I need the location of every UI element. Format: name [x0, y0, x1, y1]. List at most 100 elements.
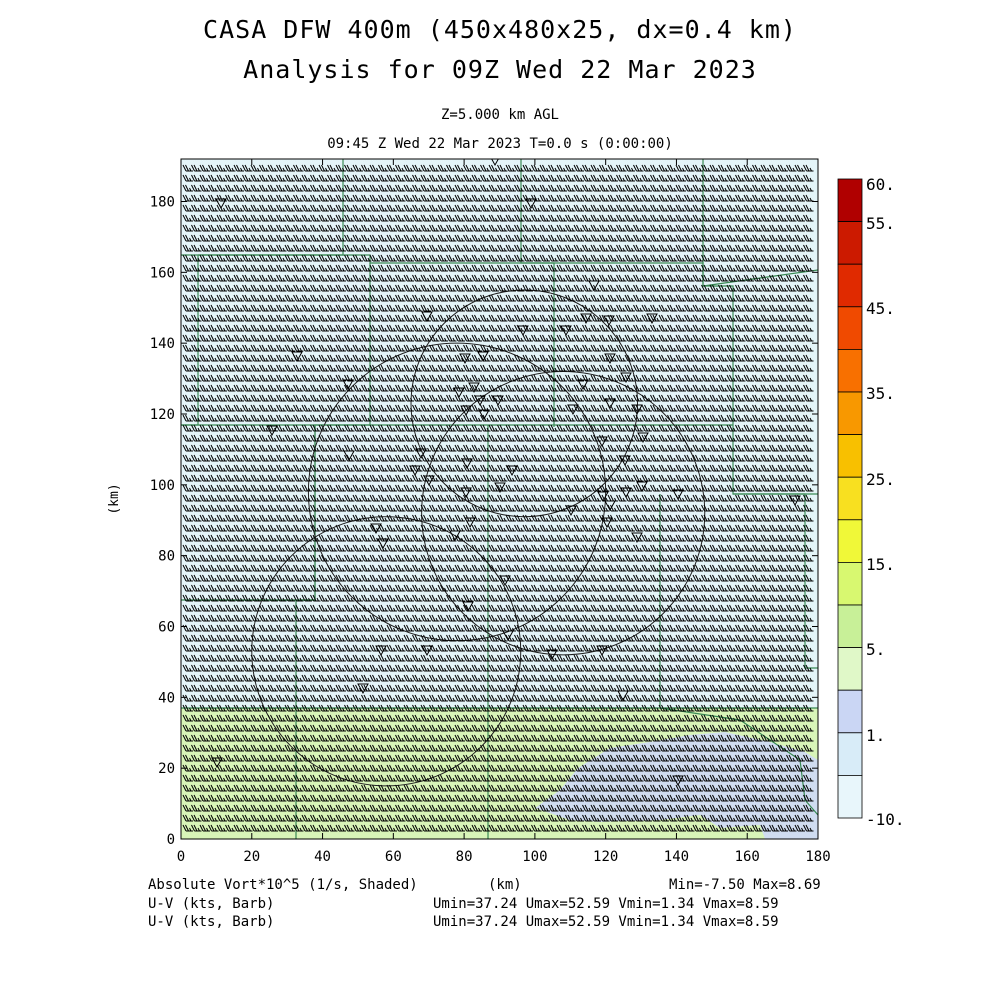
wind-barb: [684, 454, 695, 462]
wind-barb: [488, 514, 499, 522]
wind-barb: [548, 654, 559, 662]
wind-barb: [769, 804, 780, 812]
wind-barb: [692, 204, 703, 212]
wind-barb: [582, 174, 593, 182]
wind-barb: [531, 814, 542, 822]
wind-barb: [429, 724, 440, 732]
wind-barb: [233, 504, 244, 512]
wind-barb: [735, 314, 746, 322]
wind-barb: [777, 754, 788, 762]
wind-barb: [743, 804, 754, 812]
wind-barb: [752, 474, 763, 482]
wind-barb: [293, 374, 304, 382]
wind-barb: [760, 214, 771, 222]
wind-barb: [480, 344, 491, 352]
wind-barb: [522, 644, 533, 652]
wind-barb: [242, 554, 253, 562]
wind-barb: [216, 384, 227, 392]
wind-barb: [650, 234, 661, 242]
wind-barb: [250, 634, 261, 642]
wind-barb: [335, 784, 346, 792]
wind-barb: [488, 714, 499, 722]
wind-barb: [395, 674, 406, 682]
wind-barb: [616, 594, 627, 602]
wind-barb: [633, 674, 644, 682]
wind-barb: [803, 614, 814, 622]
wind-barb: [437, 544, 448, 552]
wind-barb: [709, 524, 720, 532]
wind-barb: [412, 494, 423, 502]
wind-barb: [497, 264, 508, 272]
wind-barb: [624, 674, 635, 682]
wind-barb: [429, 504, 440, 512]
wind-barb: [607, 364, 618, 372]
wind-barb: [216, 464, 227, 472]
wind-barb: [284, 534, 295, 542]
wind-barb: [616, 374, 627, 382]
wind-barb: [437, 484, 448, 492]
wind-barb: [488, 174, 499, 182]
wind-barb: [344, 714, 355, 722]
wind-barb: [284, 184, 295, 192]
wind-barb: [582, 364, 593, 372]
wind-barb: [514, 714, 525, 722]
wind-barb: [208, 584, 219, 592]
wind-barb: [514, 754, 525, 762]
wind-barb: [327, 354, 338, 362]
wind-barb: [327, 184, 338, 192]
wind-barb: [310, 794, 321, 802]
wind-barb: [199, 174, 210, 182]
wind-barb: [684, 344, 695, 352]
wind-barb: [301, 334, 312, 342]
wind-barb: [667, 494, 678, 502]
wind-barb: [267, 234, 278, 242]
time-label: 09:45 Z Wed 22 Mar 2023 T=0.0 s (0:00:00…: [327, 136, 673, 152]
wind-barb: [539, 454, 550, 462]
wind-barb: [590, 394, 601, 402]
wind-barb: [607, 724, 618, 732]
wind-barb: [794, 814, 805, 822]
wind-barb: [208, 314, 219, 322]
wind-barb: [650, 224, 661, 232]
wind-barb: [616, 204, 627, 212]
wind-barb: [760, 414, 771, 422]
wind-barb: [641, 204, 652, 212]
wind-barb: [684, 304, 695, 312]
wind-barb: [488, 384, 499, 392]
wind-barb: [633, 354, 644, 362]
wind-barb: [293, 554, 304, 562]
wind-barb: [216, 774, 227, 782]
wind-barb: [616, 354, 627, 362]
wind-barb: [335, 814, 346, 822]
wind-barb: [276, 184, 287, 192]
wind-barb: [412, 464, 423, 472]
wind-barb: [735, 404, 746, 412]
wind-barb: [335, 284, 346, 292]
wind-barb: [497, 554, 508, 562]
wind-barb: [344, 204, 355, 212]
wind-barb: [250, 524, 261, 532]
wind-barb: [777, 224, 788, 232]
wind-barb: [752, 794, 763, 802]
wind-barb: [786, 194, 797, 202]
wind-barb: [284, 704, 295, 712]
wind-barb: [803, 264, 814, 272]
wind-barb: [769, 344, 780, 352]
wind-barb: [395, 804, 406, 812]
wind-barb: [446, 364, 457, 372]
wind-barb: [505, 684, 516, 692]
wind-barb: [267, 674, 278, 682]
wind-barb: [531, 444, 542, 452]
wind-barb: [505, 274, 516, 282]
wind-barb: [633, 414, 644, 422]
wind-barb: [267, 244, 278, 252]
wind-barb: [667, 644, 678, 652]
wind-barb: [599, 664, 610, 672]
wind-barb: [522, 764, 533, 772]
wind-barb: [267, 284, 278, 292]
wind-barb: [505, 214, 516, 222]
wind-barb: [369, 794, 380, 802]
wind-barb: [471, 264, 482, 272]
wind-barb: [590, 504, 601, 512]
wind-barb: [718, 694, 729, 702]
